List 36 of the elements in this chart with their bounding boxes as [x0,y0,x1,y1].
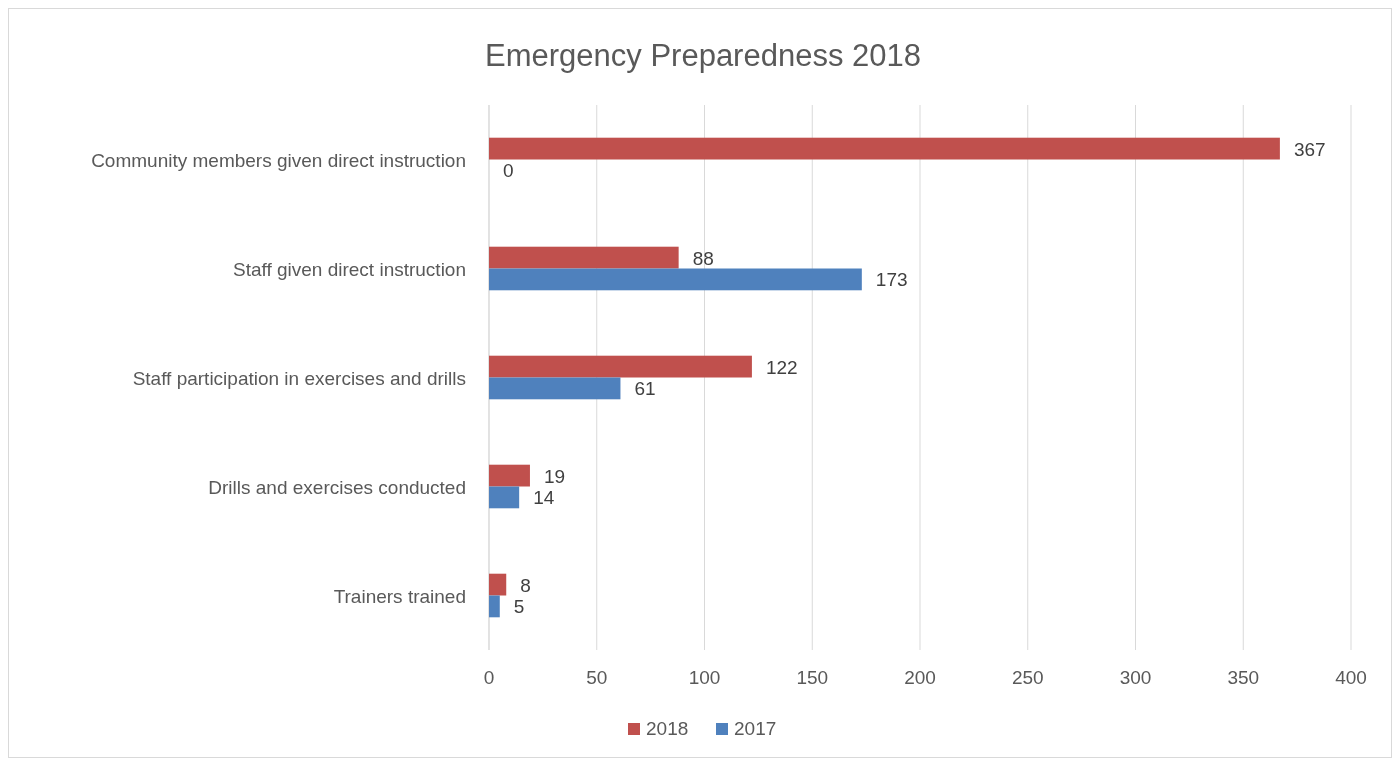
data-label: 19 [543,465,566,487]
x-tick-label: 100 [688,667,721,688]
x-tick-label: 150 [796,667,829,688]
legend-label: 2017 [734,718,777,739]
bar [489,268,862,291]
y-tick-label: Community members given direct instruction [91,149,466,171]
x-tick-label: 400 [1335,667,1367,688]
bar [489,377,621,400]
data-label: 122 [765,356,798,378]
x-tick-label: 250 [1011,667,1044,688]
bar [489,137,1280,160]
data-label: 367 [1293,138,1326,160]
y-tick-label: Staff given direct instruction [232,258,466,280]
data-label: 173 [875,269,908,291]
bar [489,573,507,596]
bar [489,464,530,487]
bar [489,246,679,269]
data-label: 88 [692,247,714,269]
bar [489,486,520,509]
bar [489,595,500,618]
legend-label: 2018 [646,718,689,739]
y-tick-label: Drills and exercises conducted [208,476,466,498]
chart-title: Emergency Preparedness 2018 [485,38,921,73]
data-label: 14 [533,487,555,509]
data-label: 61 [634,378,656,400]
y-tick-label: Staff participation in exercises and drills [132,367,466,389]
data-label: 8 [520,574,531,596]
bar [489,355,752,378]
y-tick-label: Trainers trained [333,585,466,607]
x-tick-label: 300 [1119,667,1152,688]
data-label: 5 [513,596,525,618]
x-tick-label: 50 [586,667,608,688]
data-label: 0 [503,160,514,182]
x-tick-label: 200 [904,667,936,688]
x-tick-label: 350 [1227,667,1260,688]
x-tick-label: 0 [483,667,495,688]
